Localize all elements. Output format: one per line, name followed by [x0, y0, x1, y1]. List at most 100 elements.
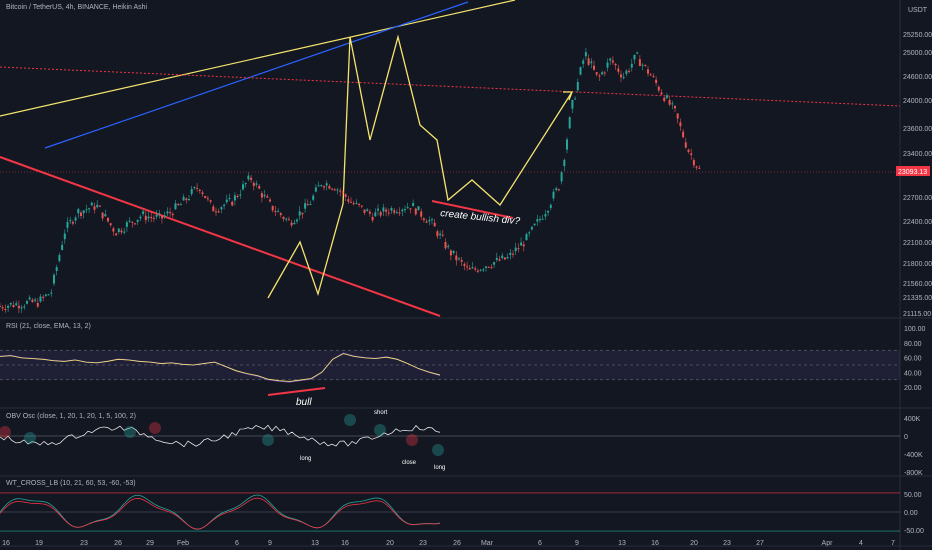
- x-tick-23: 7: [891, 540, 895, 547]
- candle-body-247: [665, 95, 668, 99]
- candle-body-201: [541, 218, 544, 220]
- candle-body-118: [317, 185, 320, 187]
- candle-body-230: [620, 74, 622, 78]
- candle-body-115: [309, 203, 312, 205]
- candle-body-170: [458, 258, 460, 260]
- candle-body-235: [633, 54, 636, 60]
- candle-body-16: [42, 296, 45, 298]
- candle-body-202: [544, 214, 547, 217]
- candle-body-218: [587, 58, 590, 65]
- candle-body-224: [603, 72, 606, 74]
- candle-body-43: [115, 233, 118, 236]
- x-tick-21: Apr: [822, 540, 834, 547]
- candle-body-239: [644, 64, 647, 66]
- candle-body-40: [107, 217, 109, 222]
- candle-body-94: [252, 182, 255, 187]
- price-tick-11: 21335.00: [903, 295, 932, 302]
- obv-signal-0: [0, 426, 11, 438]
- obv-pane-label: OBV Osc (close, 1, 20, 1, 20, 1, 5, 100,…: [6, 413, 136, 420]
- candle-body-206: [555, 188, 558, 191]
- candle-body-158: [425, 221, 428, 223]
- obv-signal-4: [262, 434, 274, 446]
- candle-body-49: [131, 221, 134, 223]
- candle-body-62: [166, 211, 169, 214]
- rsi-ema-line: [0, 353, 441, 382]
- candle-body-112: [301, 212, 304, 215]
- candle-body-129: [347, 199, 350, 202]
- price-tick-1: 25000.00: [903, 50, 932, 57]
- candle-body-172: [463, 263, 466, 266]
- candle-body-128: [344, 194, 347, 197]
- candle-body-93: [250, 177, 253, 180]
- wt-pane-label: WT_CROSS_LB (10, 21, 60, 53, -60, -53): [6, 480, 136, 487]
- candle-body-192: [517, 248, 520, 250]
- candle-body-196: [528, 232, 531, 234]
- candle-body-242: [652, 75, 655, 77]
- candle-body-200: [539, 218, 541, 220]
- candle-body-71: [190, 189, 193, 195]
- candle-body-37: [98, 205, 101, 207]
- candle-body-114: [306, 204, 309, 206]
- price-tick-10: 21560.00: [903, 281, 932, 288]
- candle-body-76: [204, 196, 207, 199]
- x-tick-16: 13: [618, 540, 626, 547]
- candle-body-65: [174, 203, 177, 210]
- candle-body-18: [47, 294, 50, 296]
- obv-tick-0: 400K: [904, 416, 921, 423]
- candle-body-180: [485, 266, 487, 268]
- candle-body-163: [439, 233, 442, 235]
- obv-signal-5: [344, 414, 356, 426]
- candle-body-5: [12, 304, 15, 308]
- candle-body-74: [198, 189, 201, 191]
- candle-body-123: [331, 188, 334, 190]
- x-tick-3: 26: [114, 540, 122, 547]
- candle-body-1: [1, 307, 4, 309]
- candle-body-58: [155, 214, 158, 217]
- annotation-rsi-bull: bull: [296, 397, 312, 408]
- candle-body-164: [441, 234, 444, 236]
- rsi-tick-4: 20.00: [904, 385, 922, 392]
- x-tick-18: 20: [690, 540, 698, 547]
- projection-arrowhead: [563, 91, 573, 101]
- x-tick-8: 13: [311, 540, 319, 547]
- candle-body-64: [171, 213, 174, 216]
- candle-body-86: [231, 201, 234, 206]
- candle-body-166: [447, 245, 450, 248]
- candle-body-213: [574, 98, 577, 100]
- candle-body-107: [287, 219, 290, 221]
- candle-body-183: [493, 262, 496, 265]
- candle-body-124: [333, 189, 336, 191]
- x-tick-17: 16: [651, 540, 659, 547]
- candle-body-151: [406, 207, 409, 209]
- candle-body-231: [622, 77, 625, 79]
- candle-body-240: [647, 69, 649, 74]
- candle-body-29: [77, 209, 80, 214]
- candle-body-132: [355, 202, 358, 204]
- candle-body-101: [271, 205, 274, 211]
- candle-body-6: [15, 303, 18, 306]
- candle-body-232: [625, 70, 628, 74]
- price-tick-2: 24600.00: [903, 74, 932, 81]
- obv-signal-6: [374, 424, 386, 436]
- candle-body-100: [269, 199, 271, 202]
- candle-body-24: [63, 233, 66, 240]
- candle-body-198: [533, 223, 536, 226]
- candle-body-171: [460, 259, 463, 262]
- candle-body-84: [225, 199, 228, 203]
- candle-body-79: [212, 206, 215, 212]
- candle-body-217: [584, 52, 587, 57]
- candle-body-133: [358, 203, 361, 205]
- obv-signal-1: [24, 432, 36, 444]
- candle-body-55: [147, 216, 150, 219]
- candle-body-0: [0, 306, 1, 308]
- candle-body-36: [96, 204, 99, 208]
- candle-body-215: [579, 67, 582, 75]
- candle-body-169: [455, 255, 458, 261]
- candle-body-197: [530, 226, 533, 230]
- candle-body-226: [609, 58, 612, 61]
- candle-body-121: [325, 183, 328, 186]
- candle-body-233: [628, 70, 631, 72]
- rsi-bull-line: [267, 387, 326, 396]
- candle-body-258: [695, 166, 698, 168]
